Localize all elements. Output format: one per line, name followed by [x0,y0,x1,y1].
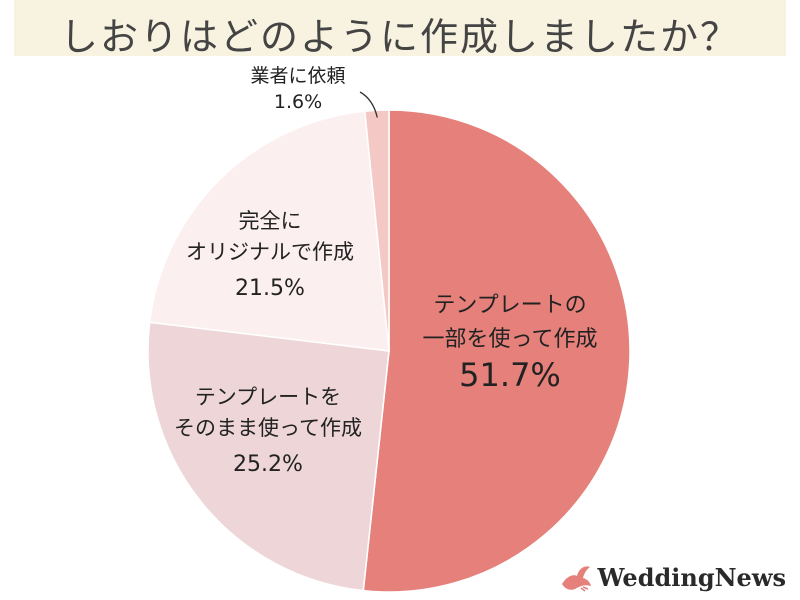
logo-text: WeddingNews [597,562,786,592]
slice-label-1-line-0: テンプレートを [195,385,341,409]
chart-title: しおりはどのように作成しましたか？ [59,15,740,59]
brand-logo: WeddingNews [559,562,786,592]
slice-value-3: 1.6% [274,91,322,113]
leader-line [359,91,378,118]
slice-value-2: 21.5% [235,276,305,301]
slice-label-0-line-1: 一部を使って作成 [423,327,598,352]
slice-value-1: 25.2% [233,452,303,477]
pie-slice-1 [147,321,390,592]
pie-slice-3 [363,109,390,352]
title-bar [14,0,786,56]
slice-label-1-line-1: そのまま使って作成 [174,416,362,440]
dove-icon [562,566,592,592]
slice-label-2-line-1: オリジナルで作成 [186,240,354,264]
slice-label-3-line-0: 業者に依頼 [250,65,345,87]
slice-value-0: 51.7% [459,356,561,394]
pie-slice-0 [362,109,631,593]
slice-label-0-line-0: テンプレートの [433,293,586,318]
pie-slice-2 [148,110,390,352]
slice-label-2-line-0: 完全に [239,209,302,233]
